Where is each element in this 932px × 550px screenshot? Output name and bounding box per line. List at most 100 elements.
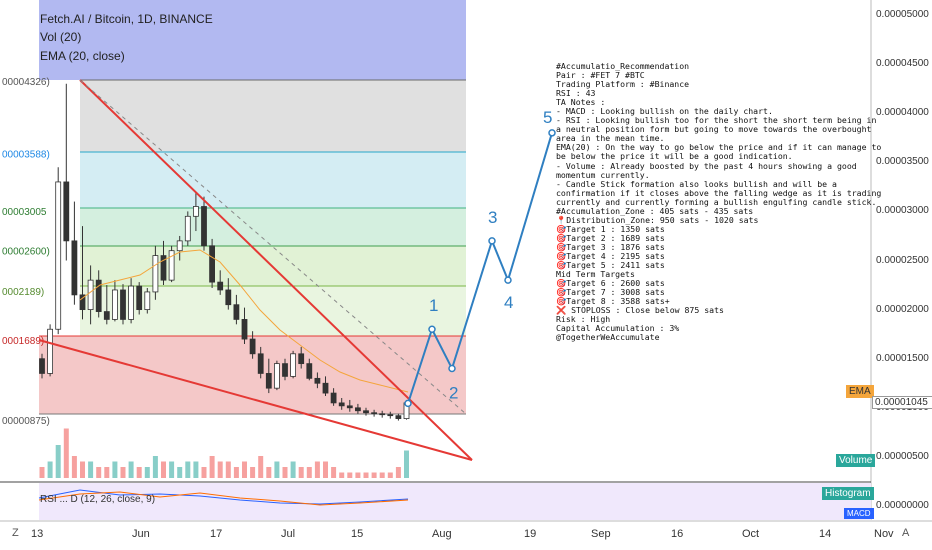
time-axis-bg [0, 521, 932, 550]
analysis-notes: #Accumulatio_Recommendation Pair : #FET 7… [556, 61, 882, 343]
volume-bar [80, 461, 85, 478]
volume-bar [96, 467, 102, 478]
volume-bar [177, 467, 183, 478]
note-line: RSI : 43 [556, 88, 596, 99]
time-tick-label: Aug [432, 528, 452, 540]
note-line: @TogetherWeAccumulate [556, 332, 660, 343]
volume-bar [233, 467, 239, 478]
fib-level-label: 00003005 [2, 207, 47, 218]
last-price-marker: 0.00001045 [872, 396, 932, 410]
fib-zone-1 [80, 80, 466, 152]
volume-bar [144, 467, 150, 478]
candle [112, 280, 118, 322]
projection-point [488, 237, 496, 245]
projection-path: 1 2 3 4 5 [404, 108, 556, 408]
falling-wedge [38, 79, 473, 461]
candle [47, 324, 53, 377]
volume-bar [258, 456, 264, 478]
candle [346, 399, 353, 412]
note-line: - Candle Stick formation also looks bull… [556, 178, 837, 189]
note-line: #Accumulation_Zone : 405 sats - 435 sats [556, 205, 754, 216]
note-line: ❌ STOPLOSS : Close below 875 sats [556, 305, 724, 316]
candle [225, 278, 232, 310]
volume-bar [88, 461, 94, 478]
price-tick-label: 0.00000500 [876, 450, 929, 462]
candle [176, 235, 183, 261]
note-line: EMA(20) : On the way to go below the pri… [556, 142, 882, 153]
volume-bar [379, 472, 385, 478]
volume-bar [169, 461, 175, 478]
volume-bar [71, 456, 77, 478]
fib-level-label: 0001689) [2, 336, 44, 347]
candle [273, 360, 280, 391]
volume-bar [209, 456, 215, 478]
auto-scale-button[interactable]: A [902, 527, 910, 539]
volume-bar [63, 428, 69, 478]
projection-point [548, 129, 556, 137]
time-axis-labels[interactable]: 13 Jun 17 Jul 15 Aug 19 Sep 16 Oct 14 Nov [0, 523, 894, 547]
candle [395, 413, 402, 421]
time-tick-label: Jun [132, 528, 150, 540]
volume-badge: Volume [836, 454, 876, 467]
candle [265, 358, 272, 394]
candle [314, 372, 321, 389]
price-axis-labels[interactable]: 0.00005000 0.00004500 0.00004000 0.00003500… [872, 0, 932, 520]
volume-bar [201, 467, 207, 478]
fib-zone-2 [80, 152, 466, 208]
volume-bar [112, 461, 118, 478]
price-axis-bg [871, 0, 932, 520]
volume-bar [363, 472, 369, 478]
fib-labels: 00004326) 00003588) 00003005 00002600) 00021… [2, 77, 50, 427]
projection-point [504, 276, 512, 284]
volume-bar [161, 461, 166, 478]
time-tick-label: 13 [31, 528, 44, 540]
wedge-lower-line [38, 339, 473, 461]
volume-bar [128, 461, 134, 478]
ema-badge: EMA [846, 385, 874, 398]
fib-zone-5 [80, 286, 466, 336]
candle [379, 410, 386, 418]
candle [363, 407, 369, 416]
candle [371, 409, 378, 417]
macd-badge: MACD [844, 508, 874, 519]
volume-bar [306, 467, 312, 478]
note-line: currently and currently forming a bullis… [556, 196, 877, 207]
candle [128, 278, 135, 324]
ema-indicator-label[interactable]: EMA (20, close) [40, 49, 125, 63]
note-line: #Accumulatio_Recommendation [556, 61, 690, 71]
note-line: Mid Term Targets [556, 269, 635, 280]
volume-bar [55, 445, 61, 478]
note-line: Pair : #FET 7 #BTC [556, 70, 645, 81]
candle [338, 397, 345, 410]
price-tick-label: 0.00000000 [876, 500, 929, 511]
note-line: be below the price it will be a good ind… [556, 151, 793, 162]
candle [233, 294, 240, 325]
note-line: - RSI : Looking bullish too for the shor… [556, 115, 877, 126]
volume-bar [250, 467, 256, 478]
note-line: 📍Distribution_Zone: 950 sats - 1020 sats [556, 214, 759, 225]
note-line: - Volume : Already boosted by the past 4… [556, 160, 857, 171]
note-line: 🎯Target 6 : 2600 sats [556, 278, 665, 289]
time-tick-label: 15 [351, 528, 364, 540]
candle [152, 245, 159, 300]
candle [103, 285, 110, 325]
fib-level-label: 00000875) [2, 416, 50, 427]
volume-bar [274, 461, 280, 478]
price-tick-label: 0.00004000 [876, 107, 929, 119]
fib-level-label: 0002189) [2, 287, 44, 298]
price-tick-label: 0.00004500 [876, 58, 929, 70]
zoom-z-button[interactable]: Z [12, 527, 19, 539]
price-tick-label: 0.00001500 [876, 352, 929, 364]
volume-indicator-label[interactable]: Vol (20) [40, 30, 82, 44]
note-line: TA Notes : [556, 97, 606, 108]
volume-bar [47, 461, 53, 478]
candle [95, 270, 102, 318]
candle [144, 288, 151, 314]
candle [298, 346, 305, 369]
candle [120, 284, 126, 325]
projection-wave-label: 1 [429, 296, 438, 315]
indicator-label[interactable]: RSI ... D (12, 26, close, 9) [40, 494, 156, 505]
volume-bar [39, 467, 45, 478]
volume-bar [395, 467, 401, 478]
